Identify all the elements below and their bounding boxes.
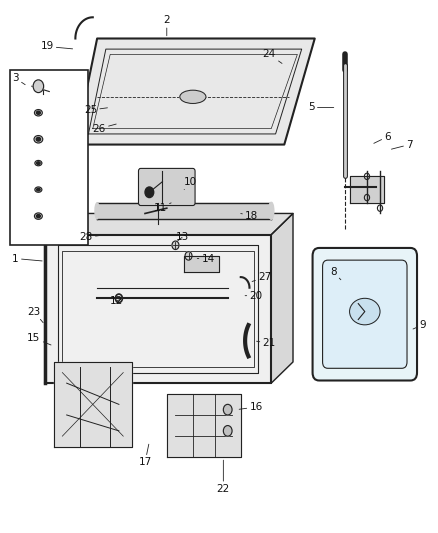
Text: 26: 26 xyxy=(92,124,116,134)
Text: 10: 10 xyxy=(184,176,197,190)
Text: 3: 3 xyxy=(12,73,25,85)
Text: 23: 23 xyxy=(27,306,43,322)
Ellipse shape xyxy=(35,187,42,192)
Text: 16: 16 xyxy=(239,402,263,412)
FancyBboxPatch shape xyxy=(10,70,88,245)
Ellipse shape xyxy=(34,135,43,143)
FancyBboxPatch shape xyxy=(322,260,407,368)
Text: 2: 2 xyxy=(163,15,170,36)
Text: 5: 5 xyxy=(308,102,334,112)
Circle shape xyxy=(223,405,232,415)
Circle shape xyxy=(172,241,179,249)
Text: 19: 19 xyxy=(40,42,73,52)
Polygon shape xyxy=(45,214,293,235)
Ellipse shape xyxy=(36,111,40,114)
Text: 14: 14 xyxy=(197,254,215,263)
Ellipse shape xyxy=(36,215,40,217)
Polygon shape xyxy=(350,176,385,203)
Ellipse shape xyxy=(180,90,206,103)
Text: 25: 25 xyxy=(84,105,107,115)
Text: 12: 12 xyxy=(110,296,123,306)
FancyBboxPatch shape xyxy=(313,248,417,381)
Text: 7: 7 xyxy=(392,140,413,150)
Circle shape xyxy=(185,252,192,260)
Polygon shape xyxy=(75,38,315,144)
Ellipse shape xyxy=(35,160,42,166)
Text: 15: 15 xyxy=(27,333,51,345)
Text: 9: 9 xyxy=(413,320,426,330)
Ellipse shape xyxy=(37,188,40,191)
Text: 28: 28 xyxy=(80,232,103,243)
Circle shape xyxy=(145,187,154,198)
Circle shape xyxy=(33,80,44,93)
Text: 27: 27 xyxy=(252,272,272,282)
Polygon shape xyxy=(53,362,132,447)
Text: 17: 17 xyxy=(138,444,152,467)
Text: 11: 11 xyxy=(154,203,171,213)
Ellipse shape xyxy=(35,110,42,116)
Ellipse shape xyxy=(95,203,99,219)
Text: 8: 8 xyxy=(330,267,341,280)
Text: 20: 20 xyxy=(245,290,263,301)
Ellipse shape xyxy=(350,298,380,325)
Polygon shape xyxy=(167,394,241,457)
Polygon shape xyxy=(45,235,271,383)
Text: 6: 6 xyxy=(374,132,391,143)
Polygon shape xyxy=(271,214,293,383)
Ellipse shape xyxy=(37,162,40,165)
Ellipse shape xyxy=(268,203,274,219)
Ellipse shape xyxy=(35,213,42,219)
Text: 18: 18 xyxy=(241,211,258,221)
Ellipse shape xyxy=(36,138,41,141)
Text: 24: 24 xyxy=(262,50,282,63)
Text: 21: 21 xyxy=(257,338,276,349)
Text: 1: 1 xyxy=(12,254,42,263)
Circle shape xyxy=(223,425,232,436)
Text: 13: 13 xyxy=(176,232,189,243)
Text: 22: 22 xyxy=(217,460,230,494)
Polygon shape xyxy=(184,256,219,272)
FancyBboxPatch shape xyxy=(138,168,195,206)
